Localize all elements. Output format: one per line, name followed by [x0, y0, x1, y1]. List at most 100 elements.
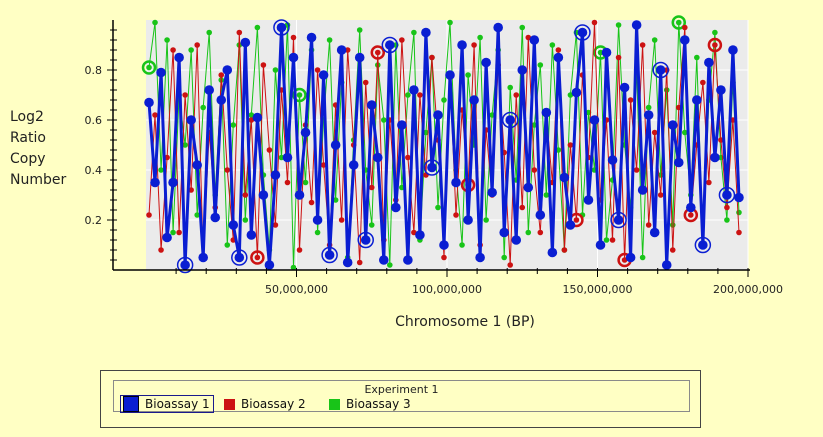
legend-item-bioassay-2[interactable]: Bioassay 2 [224, 395, 306, 413]
data-point [254, 24, 261, 31]
data-point [549, 42, 556, 48]
data-point [314, 229, 321, 236]
data-point [272, 222, 279, 228]
data-point [288, 52, 299, 63]
y-axis-label-line: Log2 [10, 109, 44, 125]
data-point [475, 252, 485, 263]
data-point [204, 85, 215, 95]
data-point [312, 215, 323, 225]
data-point [378, 255, 389, 265]
data-point [531, 167, 538, 173]
data-point [565, 220, 576, 230]
data-point [657, 192, 664, 198]
data-point [294, 190, 305, 200]
y-axis-label-line: Ratio [10, 130, 46, 146]
legend-label-bioassay-1: Bioassay 1 [145, 397, 210, 411]
data-point [698, 240, 708, 250]
data-point [344, 47, 351, 53]
data-point [354, 52, 365, 63]
data-point [180, 260, 190, 270]
data-point [651, 129, 658, 136]
data-point-ring [250, 250, 265, 265]
data-point [615, 54, 622, 61]
data-point [278, 154, 285, 161]
data-point [254, 254, 261, 261]
data-point [681, 24, 688, 31]
data-point [282, 152, 293, 163]
data-point [499, 227, 509, 238]
data-point [633, 167, 640, 173]
data-point [236, 29, 243, 36]
data-point [324, 250, 335, 260]
data-point [669, 222, 676, 228]
data-point [222, 65, 233, 75]
data-point [477, 34, 483, 41]
data-point [639, 254, 646, 261]
data-point [230, 122, 237, 128]
legend-title-text: Experiment 1 [360, 383, 443, 396]
data-point [561, 247, 568, 253]
data-point [146, 64, 152, 71]
data-point [258, 190, 269, 200]
data-point [537, 62, 544, 68]
data-point [338, 217, 345, 223]
data-point-ring [292, 87, 307, 103]
y-tick-label: 0.4 [85, 164, 103, 177]
data-point [511, 235, 522, 245]
data-point-ring [694, 236, 712, 254]
legend-item-bioassay-3[interactable]: Bioassay 3 [329, 395, 411, 413]
data-point [487, 187, 497, 198]
x-axis-label: Chromosome 1 (BP) [395, 314, 535, 330]
data-point [724, 204, 730, 211]
data-point [290, 34, 297, 41]
x-tick-label: 200,000,000 [713, 283, 783, 296]
data-point-ring [141, 60, 157, 75]
data-point [399, 37, 405, 43]
data-point [405, 154, 411, 161]
data-point [553, 52, 564, 63]
data-point [517, 65, 528, 75]
data-point [483, 217, 489, 223]
data-point-ring [423, 159, 441, 176]
data-point [164, 37, 170, 43]
data-point-ring [718, 186, 736, 204]
data-point [246, 230, 257, 240]
data-point [507, 84, 514, 91]
data-point [541, 107, 552, 118]
y-tick-label: 0.2 [85, 214, 103, 227]
data-point [535, 210, 546, 220]
data-point [348, 160, 359, 170]
data-point [710, 152, 720, 163]
data-point-ring [370, 45, 386, 60]
data-point-ring [652, 61, 669, 79]
legend-swatch-bioassay-3 [329, 398, 340, 410]
y-tick-label: 0.6 [85, 114, 103, 127]
data-point [146, 212, 152, 218]
data-point [296, 92, 303, 98]
data-point [627, 97, 634, 103]
data-point [162, 232, 172, 243]
data-point-ring [610, 211, 627, 229]
data-point [168, 177, 178, 188]
data-point [152, 19, 158, 26]
data-point [266, 147, 273, 153]
data-point [336, 45, 347, 55]
data-point [736, 229, 742, 236]
data-point [686, 202, 696, 213]
data-point [423, 129, 429, 136]
data-point [385, 40, 395, 50]
data-point [577, 27, 588, 38]
data-point [639, 42, 646, 48]
legend-swatch-bioassay-1 [123, 396, 139, 412]
data-point [210, 212, 221, 223]
data-point [523, 182, 534, 193]
data-point [252, 112, 263, 123]
data-point [391, 202, 401, 213]
data-point [631, 20, 642, 30]
data-point-ring [501, 111, 519, 129]
data-point-ring [321, 246, 338, 264]
data-point [537, 229, 544, 236]
legend-item-bioassay-1[interactable]: Bioassay 1 [120, 395, 214, 413]
data-point [700, 79, 706, 86]
data-point [704, 57, 714, 68]
